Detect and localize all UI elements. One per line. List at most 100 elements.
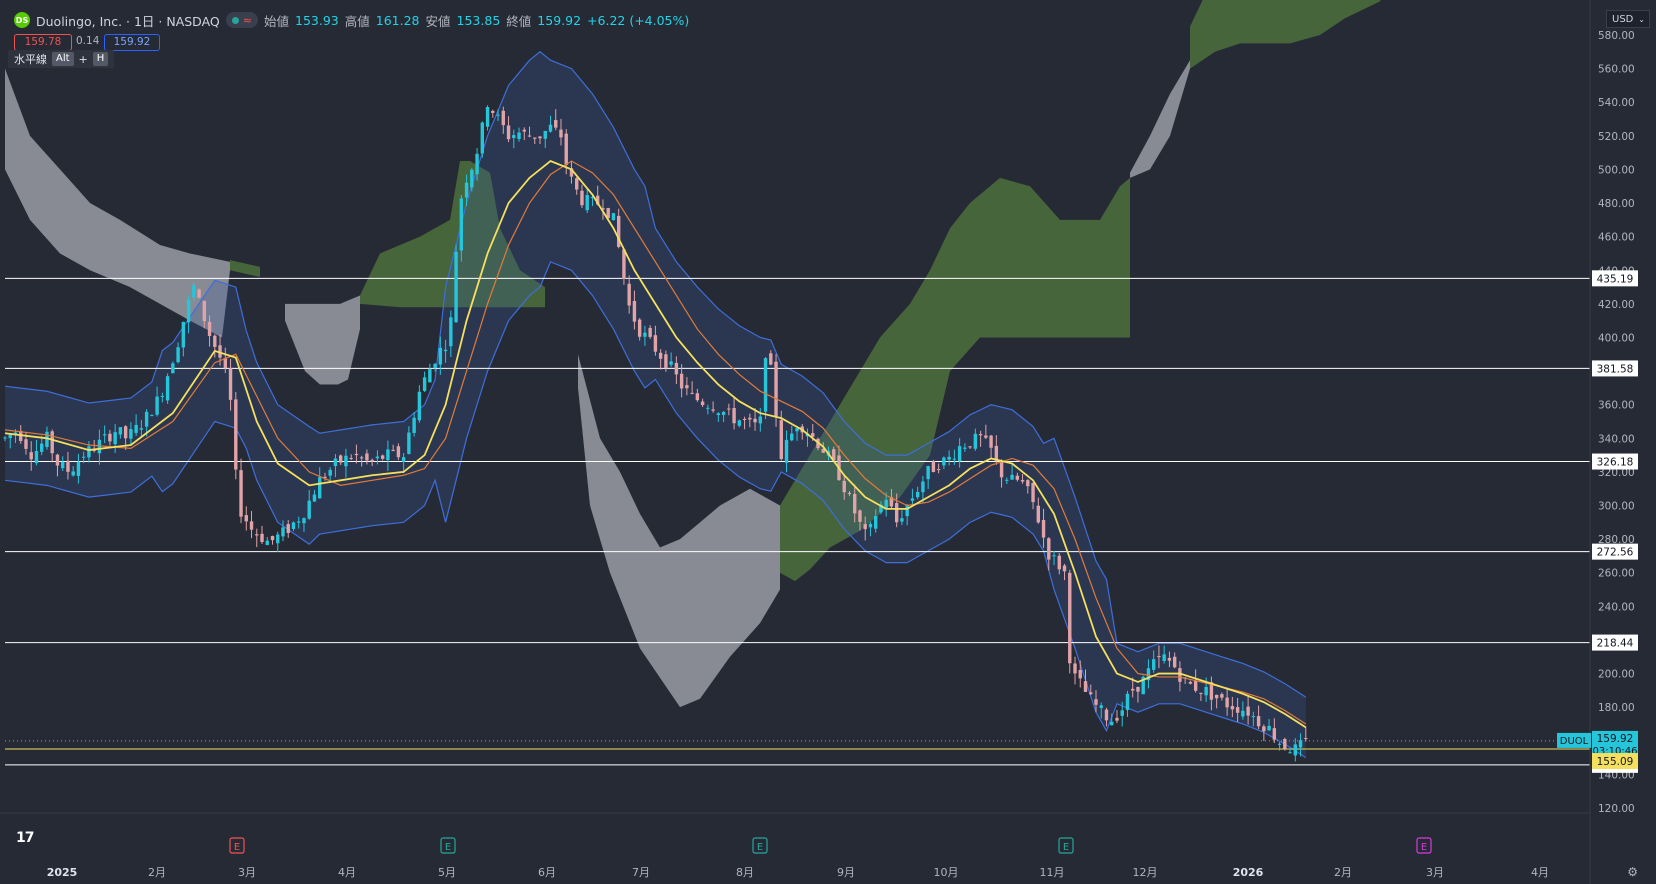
candle-body bbox=[464, 182, 469, 198]
candle-body bbox=[1172, 656, 1177, 668]
candle-body bbox=[1204, 686, 1208, 696]
candle bbox=[601, 199, 605, 220]
time-tick-label: 5月 bbox=[438, 866, 456, 879]
candle-body bbox=[97, 439, 102, 454]
candle bbox=[291, 521, 296, 531]
candle bbox=[276, 531, 280, 552]
candle bbox=[989, 434, 993, 459]
candle bbox=[312, 489, 317, 502]
candle bbox=[480, 121, 485, 158]
time-axis[interactable]: 2025 2月 3月 4月 5月 6月 7月 8月 9月 10月 11月 12月 2026 2月 3月 4月 bbox=[47, 866, 1549, 879]
candle-body bbox=[758, 416, 763, 424]
candle-body bbox=[879, 504, 883, 513]
horizontal-lines[interactable] bbox=[5, 277, 1590, 766]
price-tick-label: 580.00 bbox=[1598, 30, 1635, 42]
candle-body bbox=[1157, 656, 1161, 658]
candle-body bbox=[533, 137, 537, 139]
candle-body bbox=[192, 285, 196, 298]
price-tick-label: 340.00 bbox=[1598, 433, 1635, 445]
candle-body bbox=[328, 469, 332, 476]
candle-body bbox=[40, 443, 44, 452]
candle bbox=[527, 126, 532, 138]
time-tick-label: 7月 bbox=[632, 866, 650, 879]
candle-body bbox=[87, 446, 91, 458]
symbol-title[interactable]: Duolingo, Inc. · 1日 · NASDAQ bbox=[36, 13, 220, 29]
candle-body bbox=[957, 446, 962, 462]
candle-body bbox=[480, 122, 485, 154]
close-label: 終値 bbox=[506, 13, 532, 29]
candle bbox=[543, 130, 547, 149]
price-axis[interactable]: 580.00 560.00 540.00 520.00 500.00 480.00 460.… bbox=[1598, 30, 1635, 815]
candle bbox=[905, 503, 909, 526]
candle bbox=[517, 127, 521, 142]
currency-select[interactable]: USD ⌄ bbox=[1606, 10, 1650, 28]
candle-body bbox=[359, 457, 364, 459]
candle bbox=[234, 391, 238, 480]
candle bbox=[134, 414, 138, 436]
candle bbox=[501, 106, 505, 134]
candle-body bbox=[999, 460, 1004, 478]
price-tick-label: 500.00 bbox=[1598, 164, 1635, 176]
plus-sign: + bbox=[78, 52, 88, 66]
cloud-segment-0 bbox=[5, 68, 230, 338]
market-status-badge[interactable]: ≈ bbox=[225, 12, 258, 28]
candle bbox=[795, 426, 799, 441]
candle bbox=[973, 428, 978, 451]
candle-body bbox=[868, 523, 873, 528]
candle-body bbox=[611, 213, 616, 221]
candle bbox=[622, 248, 626, 285]
close-value: 159.92 bbox=[537, 12, 582, 28]
candle bbox=[60, 456, 65, 471]
candle-body bbox=[375, 456, 380, 459]
candle bbox=[344, 448, 348, 478]
candle bbox=[1167, 651, 1172, 668]
candle bbox=[1251, 711, 1256, 727]
open-value: 153.93 bbox=[295, 12, 339, 28]
candle-body bbox=[45, 431, 49, 447]
candle bbox=[50, 429, 54, 463]
low-value: 153.85 bbox=[456, 12, 501, 28]
candle-body bbox=[543, 130, 547, 139]
candle bbox=[186, 295, 191, 334]
candle bbox=[375, 450, 380, 465]
candle bbox=[118, 427, 123, 439]
duolingo-logo-icon: DS bbox=[14, 12, 30, 28]
candle-body bbox=[1193, 680, 1198, 691]
candle-body bbox=[1115, 717, 1119, 721]
buy-button[interactable]: 159.92 bbox=[104, 34, 160, 51]
candle bbox=[580, 184, 584, 208]
candle bbox=[40, 435, 44, 456]
candle bbox=[1026, 479, 1030, 494]
candle bbox=[1031, 482, 1035, 510]
candle-body bbox=[632, 301, 637, 322]
candle-body bbox=[1010, 474, 1014, 480]
candle-body bbox=[8, 434, 12, 439]
candle-body bbox=[370, 459, 374, 462]
candle bbox=[868, 521, 873, 537]
candle bbox=[29, 441, 33, 471]
tradingview-logo-icon[interactable]: 17 bbox=[16, 830, 35, 846]
hline-price-tag bbox=[1592, 453, 1638, 470]
candle bbox=[160, 392, 165, 403]
candle bbox=[926, 465, 930, 489]
candle-body bbox=[165, 376, 170, 401]
candle bbox=[265, 536, 269, 546]
candle-body bbox=[1125, 693, 1130, 710]
candle-body bbox=[569, 168, 574, 177]
earnings-marker-box bbox=[1416, 837, 1432, 854]
candle-body bbox=[29, 452, 33, 460]
settings-gear-icon[interactable]: ⚙ bbox=[1627, 865, 1638, 879]
candle bbox=[727, 403, 731, 416]
candle-body bbox=[658, 352, 663, 359]
hline-price-tag-label: 435.19 bbox=[1597, 273, 1634, 285]
candle-body bbox=[1047, 538, 1051, 560]
sell-button[interactable]: 159.78 bbox=[14, 34, 72, 51]
candle-body bbox=[575, 178, 579, 190]
candle-body bbox=[276, 534, 280, 544]
candle-body bbox=[779, 420, 783, 459]
currency-label: USD bbox=[1612, 14, 1634, 25]
candle-body bbox=[989, 435, 993, 448]
earnings-marker: E bbox=[229, 837, 245, 854]
